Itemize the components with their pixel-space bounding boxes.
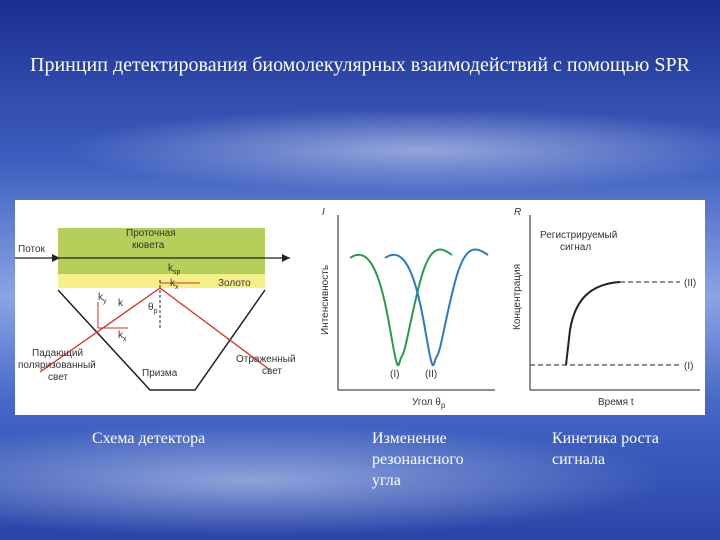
axes — [529, 215, 700, 391]
label: I — [322, 207, 325, 218]
label: (I) — [390, 369, 399, 380]
label: Призма — [142, 368, 178, 379]
label: Золото — [218, 278, 251, 289]
label: Отраженный свет — [236, 354, 296, 377]
label: Угол θр — [412, 397, 446, 410]
label: (II) — [684, 278, 696, 289]
label: (II) — [425, 369, 437, 380]
label: Проточная кювета — [126, 228, 176, 251]
curve — [349, 248, 453, 367]
label: Поток — [18, 244, 46, 255]
label: Интенсивность — [320, 265, 331, 335]
label: θp — [148, 302, 158, 315]
caption: Схема детектора — [92, 430, 206, 447]
label: kx — [170, 278, 179, 291]
label: ksp — [168, 263, 181, 276]
curve — [565, 281, 621, 366]
caption: Кинетика роста сигнала — [552, 430, 659, 468]
arrowhead — [52, 254, 60, 262]
label: R — [514, 207, 521, 218]
light-path — [39, 287, 271, 373]
caption: Изменение резонансного угла — [372, 430, 464, 489]
flow-cell — [58, 228, 265, 274]
label: Регистрируемый сигнал — [540, 230, 617, 253]
label: Концентрация — [512, 264, 523, 330]
label: k — [118, 298, 124, 309]
label: Падающий поляризованный свет — [18, 348, 96, 383]
gold-layer — [58, 274, 265, 288]
label: Время t — [598, 397, 634, 408]
label: kx — [118, 330, 127, 343]
label: (I) — [684, 361, 693, 372]
curve — [384, 248, 489, 367]
slide-title: Принцип детектирования биомолекулярных в… — [30, 54, 690, 76]
label: ky — [98, 292, 107, 305]
arrowhead — [282, 254, 290, 262]
axes — [337, 215, 495, 391]
